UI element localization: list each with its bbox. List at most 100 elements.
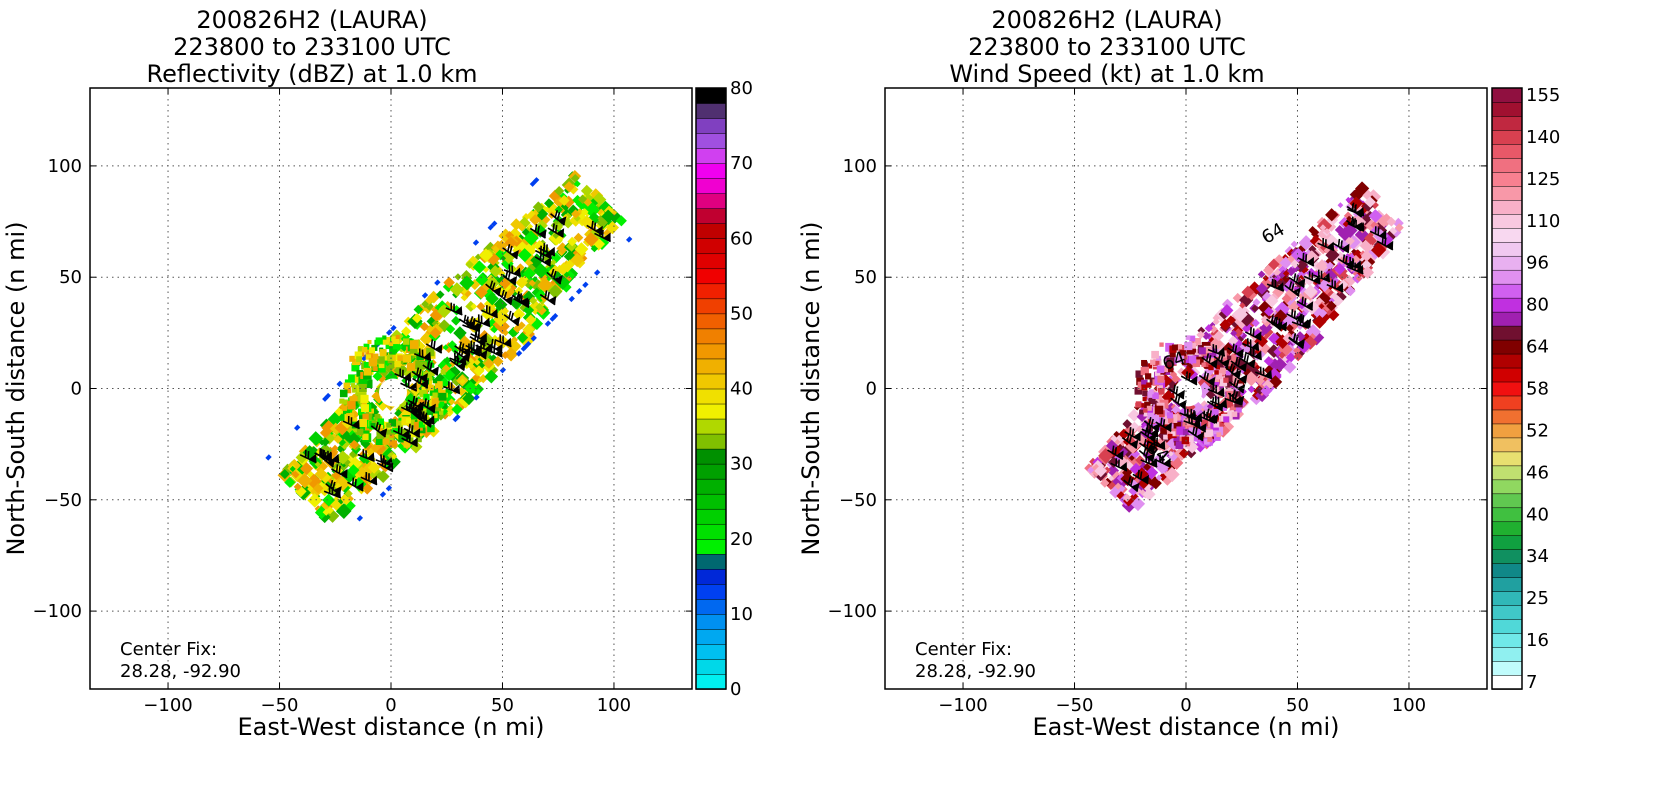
colorbar-segment — [1491, 241, 1523, 257]
field-cell — [473, 365, 485, 377]
colorbar-segment — [1491, 367, 1523, 383]
field-cell — [1159, 342, 1164, 347]
field-cell — [358, 377, 368, 387]
field-cell — [343, 382, 351, 390]
field-cell — [406, 362, 415, 371]
wind-barb — [480, 305, 499, 319]
field-cell — [421, 300, 429, 309]
field-cell — [1135, 425, 1144, 434]
field-cell — [1165, 364, 1174, 373]
field-cell — [1166, 429, 1173, 436]
field-cell — [1206, 413, 1212, 418]
field-cell — [477, 376, 484, 383]
field-cell — [1150, 359, 1156, 365]
chart-title-line: Wind Speed (kt) at 1.0 km — [949, 60, 1264, 88]
field-cell — [485, 292, 499, 306]
field-cell — [415, 368, 423, 376]
field-cell — [361, 404, 369, 413]
field-cell — [1184, 341, 1193, 351]
field-cell — [1252, 298, 1261, 307]
field-cell — [1213, 421, 1220, 428]
field-cell — [563, 181, 575, 193]
colorbar-tick-label: 64 — [1526, 337, 1549, 358]
field-cell — [356, 515, 364, 522]
field-cell — [361, 346, 368, 353]
field-cell — [409, 346, 418, 354]
field-cell — [528, 296, 538, 305]
field-cell — [1194, 428, 1202, 435]
field-cell — [1325, 247, 1340, 263]
wind-barb — [1154, 454, 1172, 468]
field-cell — [427, 384, 434, 391]
y-axis-label: North-South distance (n mi) — [2, 221, 30, 555]
field-cell — [443, 356, 452, 365]
field-cell — [1208, 364, 1214, 371]
field-cell — [421, 386, 428, 393]
field-cell — [1114, 439, 1121, 445]
field-cell — [419, 389, 427, 398]
field-cell — [1192, 359, 1201, 368]
field-cell — [1290, 247, 1306, 263]
y-tick-label: −50 — [839, 490, 877, 511]
rain-band — [265, 170, 633, 524]
field-cell — [615, 215, 627, 227]
field-cell — [1308, 225, 1317, 235]
field-cell — [443, 276, 455, 289]
field-cell — [401, 416, 411, 426]
field-cell — [1190, 342, 1197, 349]
field-cell — [1140, 366, 1149, 376]
field-cell — [1207, 436, 1213, 442]
field-cell — [409, 340, 419, 349]
colorbar-segment — [695, 553, 727, 570]
field-cell — [1181, 436, 1190, 445]
field-cell — [1216, 432, 1222, 438]
wind-barb — [502, 243, 519, 260]
colorbar-tick-label: 80 — [1526, 295, 1549, 316]
field-cell — [395, 428, 401, 434]
field-cell — [1196, 330, 1205, 340]
field-cell — [439, 410, 444, 415]
rain-band — [1084, 181, 1404, 513]
colorbar-segment — [695, 358, 727, 375]
field-cell — [573, 232, 584, 243]
colorbar-tick-label: 70 — [730, 153, 753, 174]
field-cell — [1128, 455, 1135, 461]
field-cell — [1227, 355, 1232, 360]
field-cell — [451, 403, 463, 416]
field-cell — [522, 343, 529, 351]
field-cell — [530, 335, 537, 342]
wind-barb — [1332, 238, 1350, 254]
field-cell — [1312, 315, 1327, 329]
colorbar-segment — [695, 598, 727, 615]
field-cell — [1213, 318, 1220, 325]
field-cell — [410, 425, 417, 432]
wind-barb — [458, 314, 476, 330]
field-cell — [1318, 278, 1332, 292]
colorbar-tick-label: 60 — [730, 228, 753, 249]
wind-barb — [1140, 454, 1158, 468]
field-cell — [339, 398, 345, 404]
x-tick-label: −100 — [143, 695, 192, 716]
field-cell — [580, 208, 589, 216]
field-cell — [503, 347, 519, 362]
field-cell — [413, 304, 424, 315]
field-cell — [1282, 333, 1293, 343]
field-cell — [1225, 374, 1234, 383]
colorbar-segment — [695, 613, 727, 630]
colorbar-segment — [695, 238, 727, 255]
wind-barbs — [1107, 202, 1394, 493]
y-axis-label: North-South distance (n mi) — [797, 221, 825, 555]
field-cell — [440, 369, 446, 375]
colorbar-tick-label: 34 — [1526, 546, 1549, 567]
field-cell — [573, 180, 581, 188]
field-cell — [383, 355, 388, 361]
field-cell — [1142, 396, 1147, 402]
colorbar-tick-label: 110 — [1526, 211, 1560, 232]
field-cell — [472, 260, 487, 274]
field-cell — [1319, 224, 1327, 231]
field-cell — [372, 353, 379, 360]
colorbar-segment — [1491, 129, 1523, 145]
field-cell — [1167, 433, 1173, 439]
colorbar-segment — [1491, 423, 1523, 439]
colorbar-segment — [1491, 297, 1523, 313]
